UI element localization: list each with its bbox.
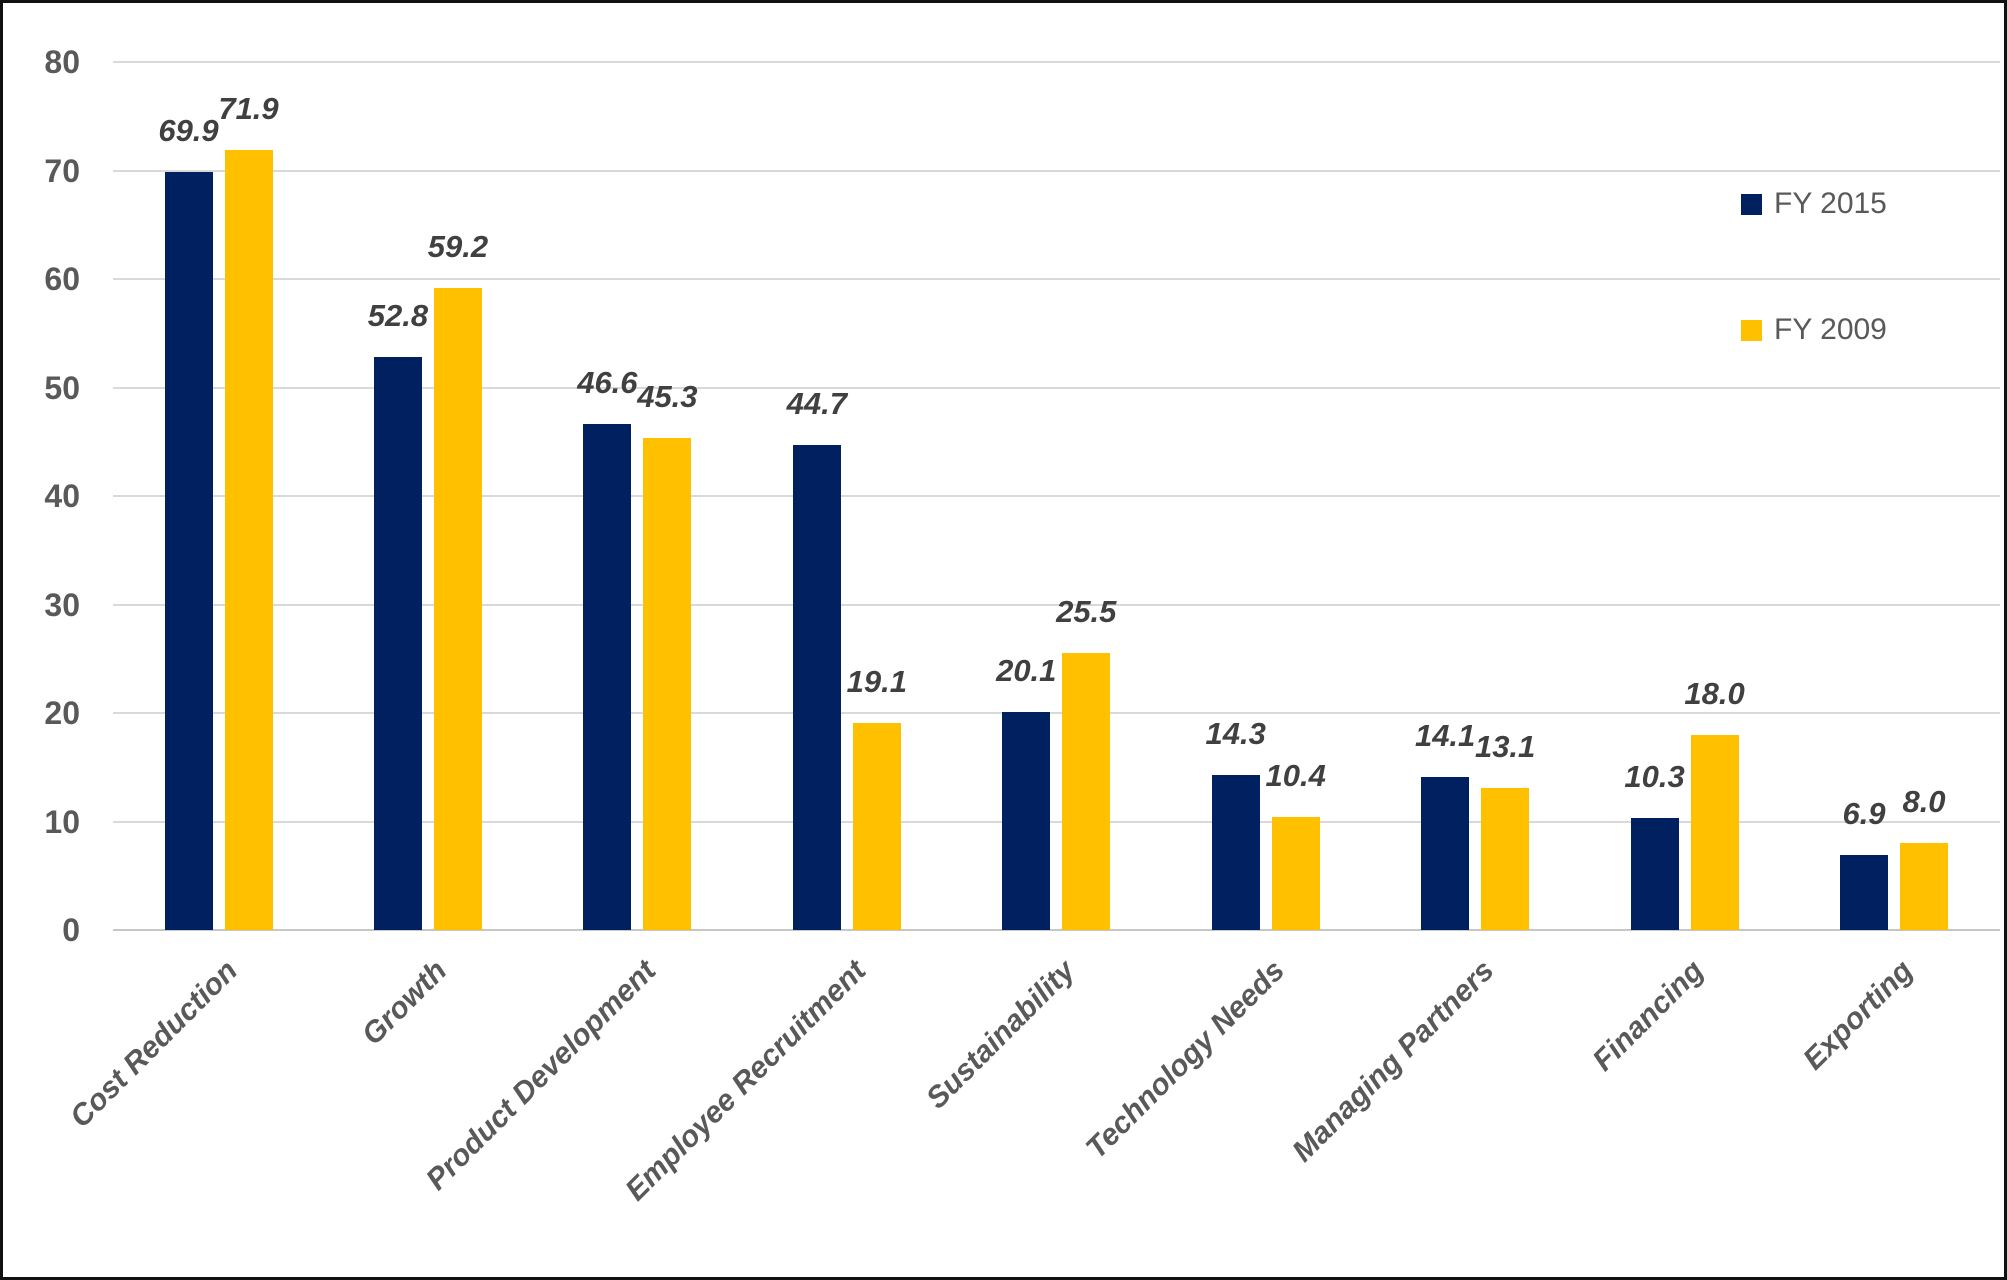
- bar-value-label: 69.9: [158, 112, 219, 148]
- y-axis-tick-label: 40: [44, 478, 80, 514]
- bar-fy-2015: [164, 171, 213, 930]
- bar-fy-2009: [224, 149, 273, 930]
- gridline: [113, 278, 2000, 280]
- legend-label: FY 2015: [1774, 187, 1887, 220]
- x-axis-category-label: Managing Partners: [1286, 954, 1501, 1169]
- x-axis-category-label: Employee Recruitment: [618, 954, 873, 1208]
- bar-value-label: 46.6: [577, 365, 638, 401]
- bar-fy-2015: [1002, 711, 1051, 930]
- y-axis-tick-label: 50: [44, 369, 80, 406]
- y-axis-tick-label: 60: [44, 261, 80, 297]
- bar-value-label: 13.1: [1474, 728, 1536, 764]
- bar-fy-2009: [1481, 787, 1530, 930]
- y-axis-tick-label: 20: [44, 695, 80, 731]
- y-axis-tick-label: 80: [44, 44, 80, 80]
- bar-fy-2015: [1840, 855, 1889, 930]
- y-axis-tick-label: 10: [44, 803, 80, 840]
- bar-value-label: 18.0: [1684, 675, 1745, 711]
- legend-swatch-icon: [1741, 193, 1762, 215]
- gridline: [113, 61, 2000, 63]
- bar-value-label: 19.1: [846, 663, 907, 699]
- gridline: [113, 929, 2000, 931]
- bar-fy-2009: [1690, 734, 1739, 930]
- bar-value-label: 14.3: [1205, 715, 1266, 751]
- x-axis-category-label: Cost Reduction: [63, 954, 244, 1135]
- bar-fy-2009: [643, 438, 692, 930]
- bar-fy-2009: [852, 722, 901, 930]
- bar-value-label: 14.1: [1414, 718, 1476, 753]
- bar-fy-2009: [1271, 817, 1320, 930]
- bar-fy-2015: [583, 424, 632, 930]
- bar-fy-2015: [1421, 777, 1470, 930]
- x-axis-category-label: Financing: [1586, 954, 1710, 1078]
- legend-swatch-icon: [1741, 319, 1762, 341]
- gridline: [113, 712, 2000, 714]
- bar-fy-2015: [1630, 818, 1679, 930]
- bar-value-label: 20.1: [996, 652, 1057, 688]
- gridline: [113, 495, 2000, 497]
- y-axis-tick-label: 70: [44, 152, 80, 189]
- bar-value-label: 45.3: [637, 379, 698, 415]
- x-axis-category-label: Exporting: [1797, 954, 1920, 1077]
- bar-fy-2015: [1211, 774, 1260, 930]
- x-axis-category-label: Product Development: [420, 954, 663, 1197]
- gridline: [113, 386, 2000, 389]
- bar-value-label: 8.0: [1902, 784, 1946, 820]
- bar-value-label: 25.5: [1056, 594, 1117, 630]
- x-axis-category-label: Sustainability: [920, 954, 1082, 1116]
- bar-fy-2009: [433, 287, 482, 930]
- y-axis-tick-label: 0: [62, 912, 80, 948]
- bar-fy-2015: [373, 357, 422, 930]
- legend-item: FY 2015: [1741, 187, 1887, 221]
- x-axis-category-label: Technology Needs: [1079, 954, 1292, 1166]
- bar-fy-2015: [792, 445, 841, 930]
- legend-label: FY 2009: [1774, 313, 1887, 346]
- bar-value-label: 52.8: [367, 298, 429, 334]
- gridline: [113, 603, 2000, 606]
- bar-value-label: 6.9: [1842, 796, 1886, 832]
- bar-value-label: 59.2: [427, 228, 489, 264]
- x-axis-category-label: Growth: [355, 954, 454, 1052]
- y-axis-tick-label: 30: [44, 586, 80, 623]
- bar-fy-2009: [1062, 653, 1111, 930]
- bar-value-label: 44.7: [786, 386, 847, 421]
- bar-fy-2009: [1900, 843, 1949, 930]
- bar-value-label: 10.4: [1265, 758, 1326, 794]
- gridline: [113, 820, 2000, 823]
- bar-value-label: 71.9: [218, 90, 279, 126]
- gridline: [113, 169, 2000, 172]
- bar-value-label: 10.3: [1624, 759, 1685, 795]
- legend-item: FY 2009: [1741, 313, 1887, 347]
